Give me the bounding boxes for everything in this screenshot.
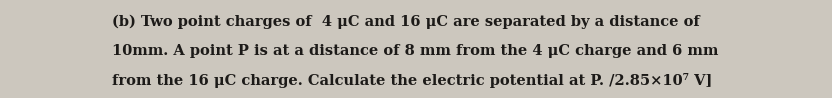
Text: 10mm. A point P is at a distance of 8 mm from the 4 μC charge and 6 mm: 10mm. A point P is at a distance of 8 mm… [112,44,719,58]
Text: from the 16 μC charge. Calculate the electric potential at P. /2.85×10⁷ V]: from the 16 μC charge. Calculate the ele… [112,73,713,88]
Text: (b) Two point charges of  4 μC and 16 μC are separated by a distance of: (b) Two point charges of 4 μC and 16 μC … [112,14,700,29]
